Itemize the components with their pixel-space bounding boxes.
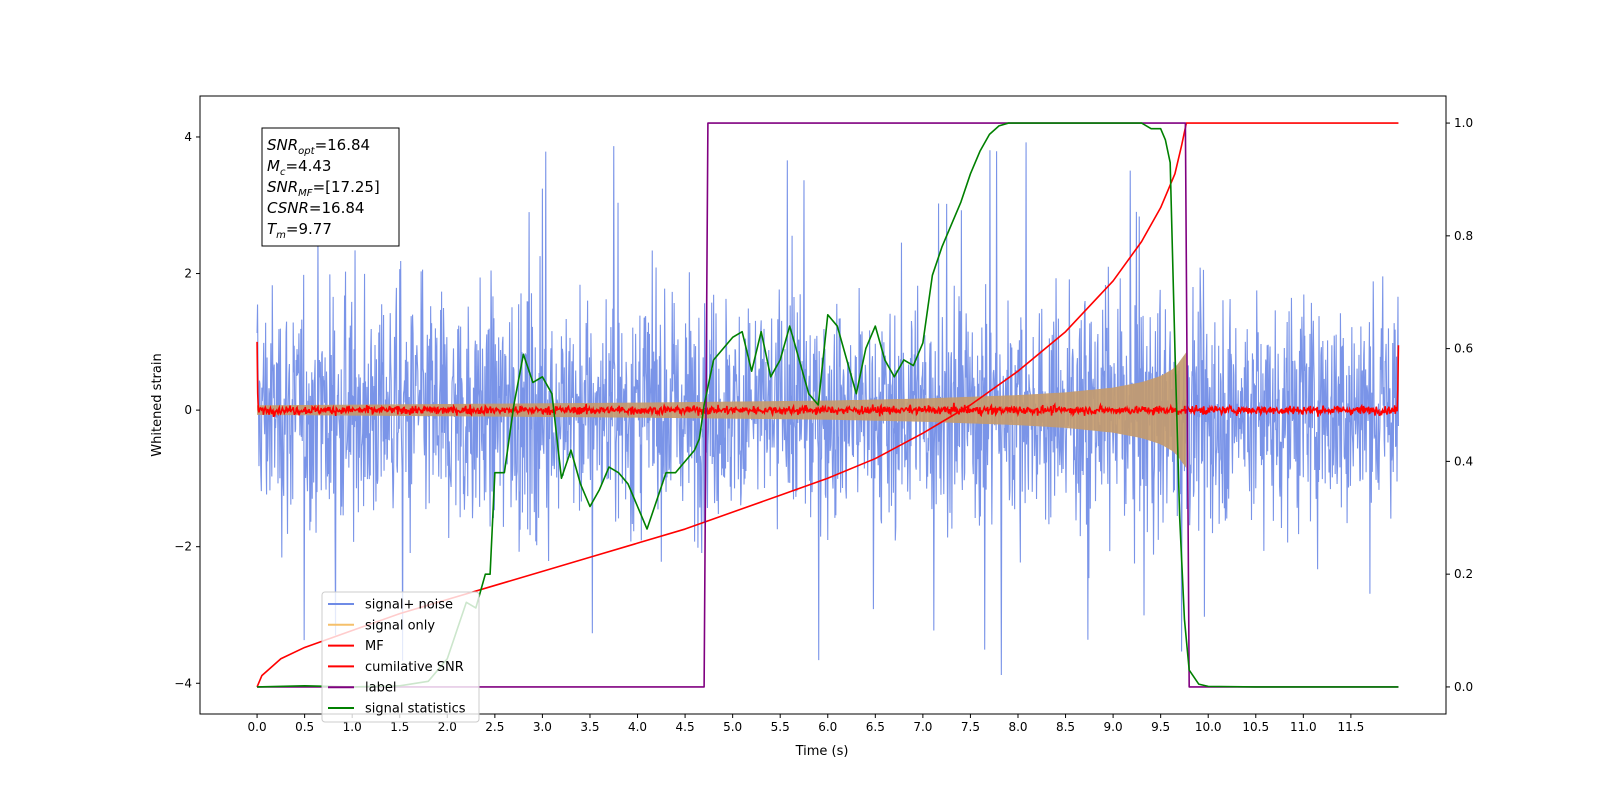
legend-frame <box>321 591 480 723</box>
x-tick-label: 4.5 <box>676 720 695 734</box>
legend-label: cumilative SNR <box>365 660 464 675</box>
x-tick-label: 6.5 <box>866 720 885 734</box>
x-tick-label: 2.0 <box>438 720 457 734</box>
x-tick-label: 9.5 <box>1151 720 1170 734</box>
y-right-tick-label: 1.0 <box>1454 116 1473 130</box>
legend: signal+ noise signal only MF cumilative SNR… <box>321 591 480 723</box>
x-tick-label: 0.0 <box>248 720 267 734</box>
x-tick-label: 3.5 <box>580 720 599 734</box>
annotation-line: SNRopt=16.84 <box>267 136 370 157</box>
y-axis-left: 4 2 0 −2 −4 <box>174 130 200 690</box>
legend-label: MF <box>365 639 384 654</box>
x-tick-label: 11.0 <box>1290 720 1317 734</box>
x-tick-label: 1.5 <box>390 720 409 734</box>
y-right-tick-label: 0.6 <box>1454 342 1473 356</box>
plot-frame <box>199 95 1447 715</box>
x-axis-label: Time (s) <box>795 744 849 759</box>
x-tick-label: 7.0 <box>913 720 932 734</box>
x-axis: 0.0 0.5 1.0 1.5 2.0 2.5 3.0 3.5 4.0 4.5 5.0 5.5 6.0 6… <box>248 714 1365 734</box>
annotation-line: CSNR=16.84 <box>267 199 364 217</box>
x-tick-label: 7.5 <box>961 720 980 734</box>
x-tick-label: 1.0 <box>343 720 362 734</box>
series-mf-line <box>256 341 1400 418</box>
y-left-tick-label: 4 <box>184 130 192 144</box>
series-signal-statistics-line <box>257 122 1399 688</box>
annotation-line: Mc=4.43 <box>267 157 331 178</box>
annotation-frame <box>261 127 400 247</box>
y-left-tick-label: 2 <box>184 267 192 281</box>
x-tick-label: 6.0 <box>818 720 837 734</box>
legend-label: signal only <box>365 618 435 633</box>
y-axis-right: 0.0 0.2 0.4 0.6 0.8 1.0 <box>1446 116 1473 694</box>
y-left-tick-label: −4 <box>174 676 192 690</box>
y-left-tick-label: −2 <box>174 540 192 554</box>
x-tick-label: 8.0 <box>1008 720 1027 734</box>
x-tick-label: 2.5 <box>485 720 504 734</box>
x-tick-label: 10.0 <box>1195 720 1222 734</box>
stats-annotation-box: SNRopt=16.84Mc=4.43SNRMF=[17.25]CSNR=16.… <box>261 127 400 247</box>
y-right-tick-label: 0.4 <box>1454 454 1473 468</box>
annotation-line: SNRMF=[17.25] <box>267 178 380 199</box>
x-tick-label: 9.0 <box>1104 720 1123 734</box>
annotation-line: Tm=9.77 <box>267 220 332 241</box>
y-right-tick-label: 0.0 <box>1454 680 1473 694</box>
y-left-tick-label: 0 <box>184 403 192 417</box>
x-tick-label: 0.5 <box>295 720 314 734</box>
x-tick-label: 8.5 <box>1056 720 1075 734</box>
x-tick-label: 4.0 <box>628 720 647 734</box>
x-tick-label: 11.5 <box>1338 720 1365 734</box>
x-tick-label: 3.0 <box>533 720 552 734</box>
y-right-tick-label: 0.2 <box>1454 567 1473 581</box>
x-tick-label: 10.5 <box>1242 720 1269 734</box>
legend-label: label <box>365 681 396 696</box>
x-tick-label: 5.0 <box>723 720 742 734</box>
y-right-tick-label: 0.8 <box>1454 229 1473 243</box>
legend-label: signal statistics <box>365 702 466 717</box>
legend-label: signal+ noise <box>365 598 453 613</box>
x-tick-label: 5.5 <box>771 720 790 734</box>
y-axis-label-left: Whitened strain <box>150 353 165 456</box>
